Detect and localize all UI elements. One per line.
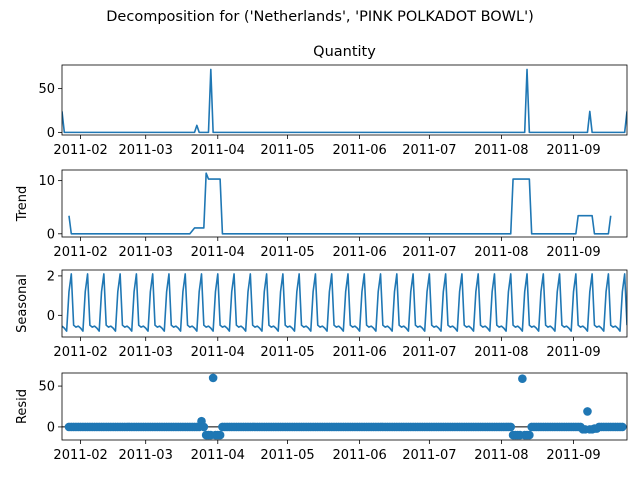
resid-point [583, 407, 592, 416]
x-tick-label: 2011-06 [332, 448, 386, 463]
y-axis-label: Trend [15, 186, 30, 223]
x-tick-label: 2011-08 [474, 345, 528, 360]
series-line [62, 68, 627, 134]
x-tick-label: 2011-05 [260, 143, 314, 158]
resid-point [525, 430, 534, 440]
axes-frame [61, 169, 628, 238]
y-tick-label: 0 [47, 309, 55, 324]
y-tick-label: 50 [38, 82, 55, 97]
x-tick-label: 2011-09 [546, 245, 600, 260]
x-tick-label: 2011-08 [474, 245, 528, 260]
figure-suptitle: Decomposition for ('Netherlands', 'PINK … [106, 9, 533, 25]
y-tick-label: 2 [47, 269, 55, 284]
axes-frame [61, 64, 628, 136]
panel-quantity: Quantity 0 50 2011-02 2011-03 2011-04 2011-05 2… [38, 44, 628, 158]
x-tick-label: 2011-07 [402, 143, 456, 158]
x-tick-label: 2011-05 [260, 245, 314, 260]
series-line [62, 273, 627, 332]
series-group [62, 373, 627, 440]
resid-point [506, 422, 516, 432]
x-tick-label: 2011-02 [53, 143, 107, 158]
x-tick-label: 2011-03 [119, 245, 173, 260]
y-tick-label: 10 [38, 174, 55, 189]
y-tick-label: 0 [47, 420, 55, 435]
x-tick-label: 2011-08 [474, 448, 528, 463]
x-tick-label: 2011-04 [191, 345, 245, 360]
y-axis-label: Resid [15, 389, 30, 424]
x-tick-label: 2011-04 [191, 245, 245, 260]
axes-frame [61, 269, 628, 338]
series-group [62, 68, 627, 134]
x-tick-label: 2011-08 [474, 143, 528, 158]
x-tick-label: 2011-05 [260, 448, 314, 463]
x-tick-label: 2011-04 [191, 143, 245, 158]
x-tick-label: 2011-07 [402, 245, 456, 260]
panel-seasonal: Seasonal 0 2 2011-02 2011-03 2011-04 2011-05 20… [15, 269, 628, 360]
x-tick-label: 2011-09 [546, 345, 600, 360]
x-tick-label: 2011-05 [260, 345, 314, 360]
y-tick-label: 0 [47, 126, 55, 141]
x-tick-label: 2011-03 [119, 345, 173, 360]
series-line [68, 172, 612, 235]
x-tick-label: 2011-02 [53, 345, 107, 360]
x-tick-label: 2011-03 [119, 143, 173, 158]
resid-point [215, 430, 225, 440]
x-tick-label: 2011-07 [402, 448, 456, 463]
resid-point [518, 374, 527, 384]
x-tick-label: 2011-03 [119, 448, 173, 463]
y-axis-label: Seasonal [15, 274, 30, 333]
x-tick-label: 2011-04 [191, 448, 245, 463]
x-tick-label: 2011-06 [332, 345, 386, 360]
panel-trend: Trend 0 10 2011-02 2011-03 2011-04 2011-05 2011… [15, 169, 628, 260]
x-tick-label: 2011-09 [546, 448, 600, 463]
resid-point [618, 422, 627, 432]
x-tick-label: 2011-06 [332, 245, 386, 260]
axes-frame [61, 372, 628, 441]
resid-point [199, 422, 209, 432]
series-group [62, 273, 627, 332]
x-tick-label: 2011-02 [53, 448, 107, 463]
panel-title: Quantity [313, 44, 376, 60]
series-group [68, 172, 612, 235]
x-tick-label: 2011-02 [53, 245, 107, 260]
y-tick-label: 0 [47, 227, 55, 242]
x-tick-label: 2011-07 [402, 345, 456, 360]
y-tick-label: 50 [38, 380, 55, 395]
x-tick-label: 2011-09 [546, 143, 600, 158]
resid-point [208, 373, 218, 383]
x-tick-label: 2011-06 [332, 143, 386, 158]
panel-resid: Resid 0 50 2011-02 2011-03 2011-04 2011-05 2011… [15, 372, 628, 463]
